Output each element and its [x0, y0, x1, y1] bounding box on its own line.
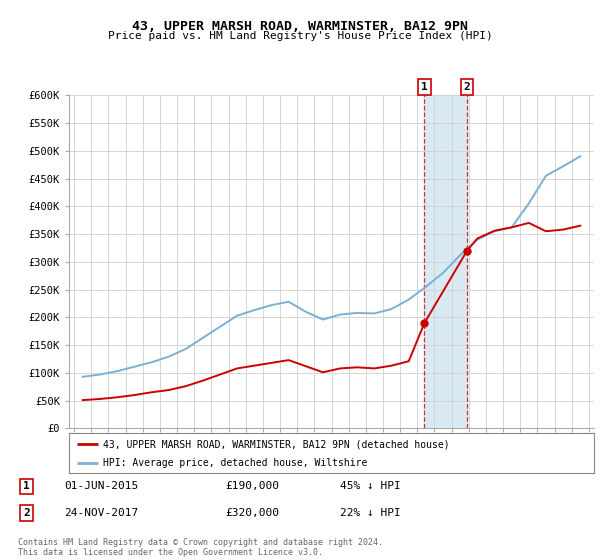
- Text: Price paid vs. HM Land Registry's House Price Index (HPI): Price paid vs. HM Land Registry's House …: [107, 31, 493, 41]
- Text: 43, UPPER MARSH ROAD, WARMINSTER, BA12 9PN: 43, UPPER MARSH ROAD, WARMINSTER, BA12 9…: [132, 20, 468, 32]
- Text: 2: 2: [23, 508, 30, 518]
- Text: 24-NOV-2017: 24-NOV-2017: [64, 508, 138, 518]
- Text: 2: 2: [464, 82, 470, 92]
- Text: HPI: Average price, detached house, Wiltshire: HPI: Average price, detached house, Wilt…: [103, 458, 367, 468]
- Text: 43, UPPER MARSH ROAD, WARMINSTER, BA12 9PN (detached house): 43, UPPER MARSH ROAD, WARMINSTER, BA12 9…: [103, 439, 450, 449]
- Text: 1: 1: [23, 482, 30, 492]
- Text: 01-JUN-2015: 01-JUN-2015: [64, 482, 138, 492]
- Text: 1: 1: [421, 82, 428, 92]
- Text: £320,000: £320,000: [225, 508, 279, 518]
- Text: 45% ↓ HPI: 45% ↓ HPI: [340, 482, 401, 492]
- Text: Contains HM Land Registry data © Crown copyright and database right 2024.
This d: Contains HM Land Registry data © Crown c…: [18, 538, 383, 557]
- Text: £190,000: £190,000: [225, 482, 279, 492]
- Text: 22% ↓ HPI: 22% ↓ HPI: [340, 508, 401, 518]
- Bar: [424, 95, 467, 428]
